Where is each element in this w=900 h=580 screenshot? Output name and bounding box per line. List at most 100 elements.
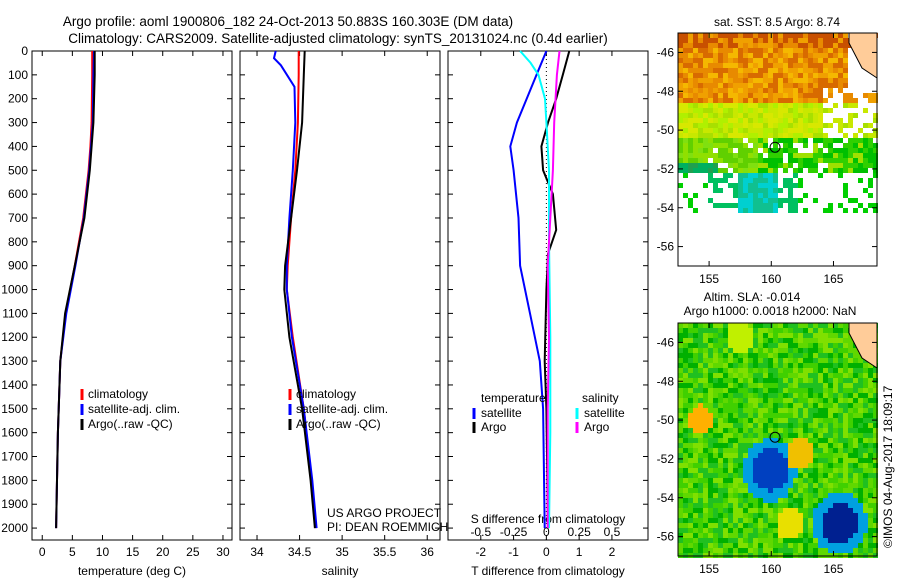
map-cell bbox=[728, 528, 733, 533]
map-cell bbox=[873, 468, 878, 473]
map-cell bbox=[843, 438, 848, 443]
map-cell bbox=[773, 333, 778, 338]
map-cell bbox=[818, 78, 823, 83]
map-cell bbox=[703, 533, 708, 538]
map-cell bbox=[678, 408, 683, 413]
map-cell bbox=[818, 328, 823, 333]
map-cell bbox=[813, 418, 818, 423]
map-cell bbox=[793, 433, 798, 438]
map-cell bbox=[723, 108, 728, 113]
map-cell bbox=[798, 103, 803, 108]
map-cell bbox=[723, 503, 728, 508]
map-cell bbox=[778, 158, 783, 163]
map-cell bbox=[803, 143, 808, 148]
map-cell bbox=[808, 538, 813, 543]
map-cell bbox=[723, 508, 728, 513]
map-cell bbox=[838, 333, 843, 338]
map-cell bbox=[798, 438, 803, 443]
map-cell bbox=[753, 373, 758, 378]
map-cell bbox=[738, 68, 743, 73]
map-cell bbox=[848, 418, 853, 423]
map-cell bbox=[803, 548, 808, 553]
map-cell bbox=[758, 103, 763, 108]
map-cell bbox=[683, 33, 688, 38]
map-cell bbox=[758, 323, 763, 328]
map-cell bbox=[758, 38, 763, 43]
map-cell bbox=[798, 478, 803, 483]
map-cell bbox=[738, 463, 743, 468]
map-cell bbox=[683, 368, 688, 373]
map-cell bbox=[788, 338, 793, 343]
map-cell bbox=[743, 173, 748, 178]
map-cell bbox=[803, 463, 808, 468]
x-tick-label: 34 bbox=[250, 545, 264, 559]
map-cell bbox=[733, 463, 738, 468]
map-cell bbox=[683, 403, 688, 408]
map-cell bbox=[843, 398, 848, 403]
map-cell bbox=[813, 423, 818, 428]
map-cell bbox=[833, 533, 838, 538]
x-tick-label: 10 bbox=[96, 545, 110, 559]
map-cell bbox=[813, 358, 818, 363]
map-cell bbox=[848, 528, 853, 533]
map-cell bbox=[778, 468, 783, 473]
map-cell bbox=[778, 333, 783, 338]
map-cell bbox=[748, 548, 753, 553]
map-cell bbox=[733, 53, 738, 58]
map-cell bbox=[848, 438, 853, 443]
map-cell bbox=[683, 393, 688, 398]
map-cell bbox=[863, 373, 868, 378]
map-cell bbox=[813, 68, 818, 73]
map-cell bbox=[703, 138, 708, 143]
map-cell bbox=[723, 458, 728, 463]
map-cell bbox=[803, 538, 808, 543]
map-cell bbox=[848, 338, 853, 343]
title-line2: Climatology: CARS2009. Satellite-adjuste… bbox=[68, 31, 608, 46]
map-cell bbox=[868, 483, 873, 488]
map-cell bbox=[863, 498, 868, 503]
map-cell bbox=[848, 443, 853, 448]
map-cell bbox=[873, 463, 878, 468]
map-cell bbox=[868, 138, 873, 143]
map-cell bbox=[843, 488, 848, 493]
map-cell bbox=[728, 388, 733, 393]
map-cell bbox=[708, 518, 713, 523]
map-cell bbox=[853, 208, 858, 213]
map-cell bbox=[778, 188, 783, 193]
map-cell bbox=[703, 143, 708, 148]
map-cell bbox=[783, 398, 788, 403]
map-cell bbox=[733, 58, 738, 63]
map-cell bbox=[758, 453, 763, 458]
map-cell bbox=[798, 323, 803, 328]
map-cell bbox=[728, 363, 733, 368]
map-cell bbox=[758, 53, 763, 58]
map-cell bbox=[693, 378, 698, 383]
map-cell bbox=[838, 533, 843, 538]
map-cell bbox=[818, 398, 823, 403]
map-cell bbox=[763, 503, 768, 508]
map-cell bbox=[808, 333, 813, 338]
map-cell bbox=[763, 438, 768, 443]
map-cell bbox=[853, 373, 858, 378]
map-cell bbox=[728, 73, 733, 78]
map-cell bbox=[808, 68, 813, 73]
map-cell bbox=[713, 153, 718, 158]
map-cell bbox=[708, 503, 713, 508]
map-cell bbox=[698, 363, 703, 368]
map-cell bbox=[793, 68, 798, 73]
map-cell bbox=[738, 528, 743, 533]
map-cell bbox=[733, 48, 738, 53]
map-cell bbox=[778, 348, 783, 353]
map-cell bbox=[828, 338, 833, 343]
map-cell bbox=[803, 208, 808, 213]
map-cell bbox=[863, 368, 868, 373]
map-cell bbox=[868, 543, 873, 548]
map-cell bbox=[753, 498, 758, 503]
map-cell bbox=[848, 533, 853, 538]
map-cell bbox=[778, 503, 783, 508]
map-cell bbox=[738, 533, 743, 538]
map-cell bbox=[758, 463, 763, 468]
map-cell bbox=[683, 163, 688, 168]
map-cell bbox=[768, 503, 773, 508]
map-cell bbox=[773, 458, 778, 463]
